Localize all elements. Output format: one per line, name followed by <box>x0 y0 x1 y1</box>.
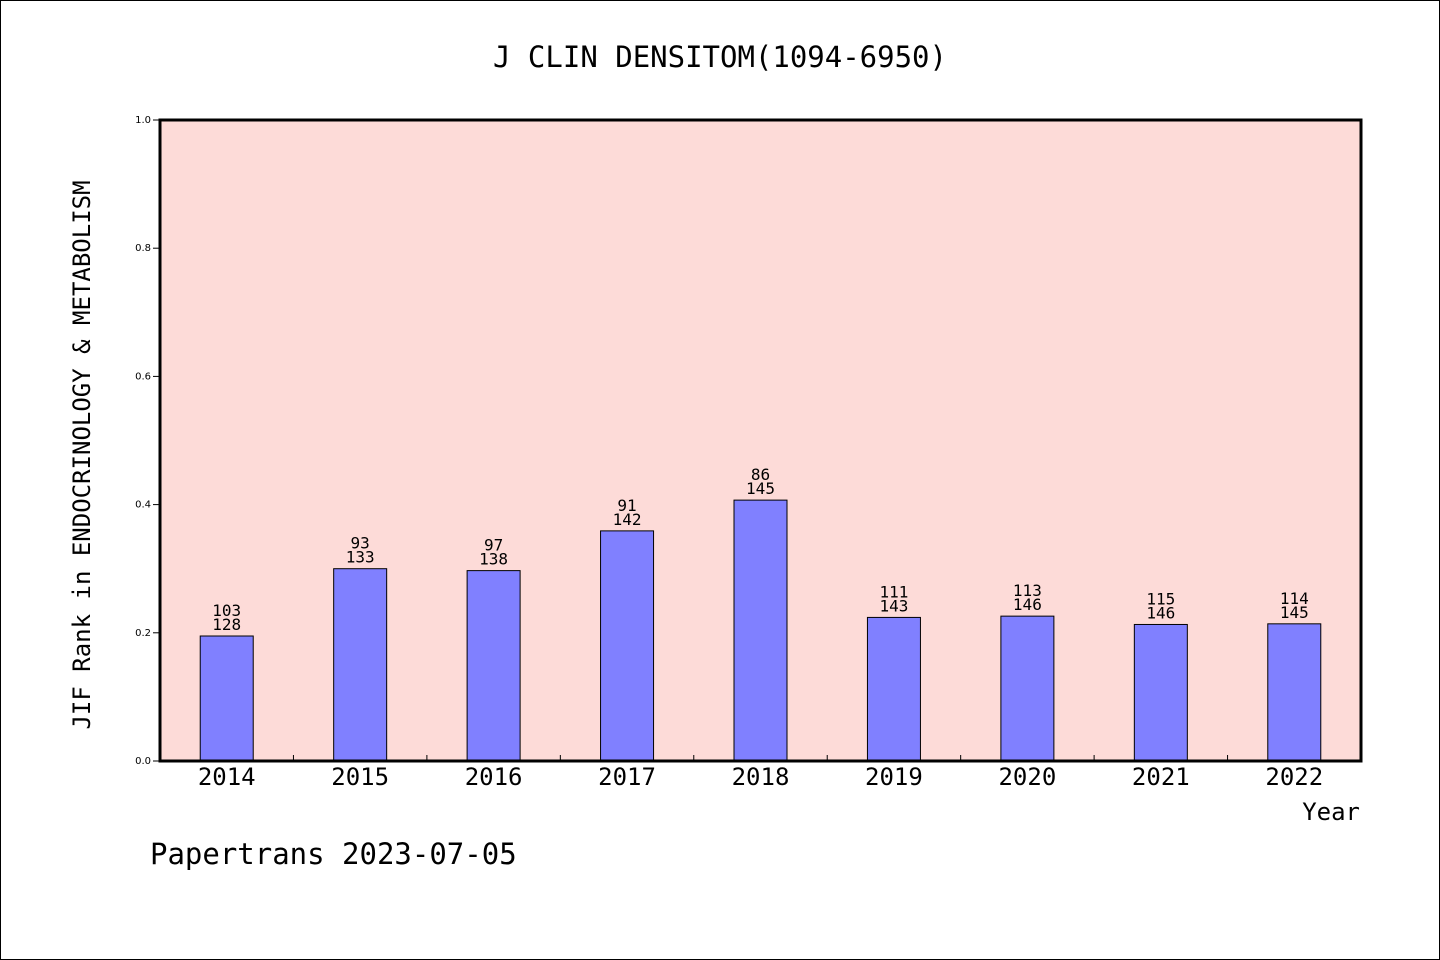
bars-group <box>199 499 1322 762</box>
y-tick-label-0.8: 0.8 <box>135 243 151 254</box>
bar-rank-label-2020: 113 <box>1013 581 1042 600</box>
x-tick-label-2022: 2022 <box>1265 763 1323 791</box>
bar-total-label-2018: 145 <box>746 479 775 498</box>
bar-2020 <box>1000 615 1055 762</box>
y-axis-label: JIF Rank in ENDOCRINOLOGY & METABOLISM <box>68 180 96 729</box>
y-tick-label-0.4: 0.4 <box>135 500 151 511</box>
bar-total-label-2017: 142 <box>613 510 642 529</box>
bar-rank-label-2017: 91 <box>617 496 636 515</box>
x-tick-label-2019: 2019 <box>865 763 923 791</box>
chart-title: J CLIN DENSITOM(1094-6950) <box>493 40 947 74</box>
x-axis-label: Year <box>1302 798 1360 826</box>
bar-rank-label-2022: 114 <box>1280 589 1309 608</box>
bar-2015 <box>333 568 388 762</box>
bar-2018 <box>733 499 788 762</box>
bar-2022 <box>1267 623 1322 762</box>
bar-2019 <box>866 616 921 762</box>
x-tick-label-2016: 2016 <box>465 763 523 791</box>
bar-rank-label-2018: 86 <box>751 465 770 484</box>
bar-total-label-2014: 128 <box>212 615 241 634</box>
bar-total-label-2021: 146 <box>1146 603 1175 622</box>
y-tick-label-1.0: 1.0 <box>135 115 151 126</box>
plot-border <box>158 118 1363 763</box>
bar-2021 <box>1133 623 1188 762</box>
x-tick-label-2017: 2017 <box>598 763 656 791</box>
y-tick-label-0.0: 0.0 <box>135 756 151 767</box>
x-tick-label-2021: 2021 <box>1132 763 1190 791</box>
bar-total-label-2020: 146 <box>1013 595 1042 614</box>
y-tick-label-0.2: 0.2 <box>135 628 151 639</box>
bar-total-label-2019: 143 <box>879 596 908 615</box>
x-tick-label-2014: 2014 <box>198 763 256 791</box>
bar-rank-label-2016: 97 <box>484 536 503 555</box>
x-tick-label-2020: 2020 <box>998 763 1056 791</box>
bar-rank-label-2014: 103 <box>212 601 241 620</box>
bar-2016 <box>466 570 521 762</box>
x-ticks-group: 2014 2015 2016 2017 2018 2019 2020 2021 2022 <box>198 755 1323 791</box>
x-tick-label-2018: 2018 <box>732 763 790 791</box>
bar-rank-label-2015: 93 <box>351 534 370 553</box>
footer-credit: Papertrans 2023-07-05 <box>150 837 517 871</box>
bar-2014 <box>199 635 254 762</box>
y-tick-label-0.6: 0.6 <box>135 371 151 382</box>
bar-total-label-2016: 138 <box>479 550 508 569</box>
bar-rank-label-2021: 115 <box>1146 589 1175 608</box>
bar-total-label-2022: 145 <box>1280 603 1309 622</box>
y-ticks-group: 0.0 0.2 0.4 0.6 0.8 1.0 <box>135 115 160 767</box>
x-tick-label-2015: 2015 <box>331 763 389 791</box>
bar-2017 <box>600 530 655 762</box>
bar-rank-label-2019: 111 <box>879 582 908 601</box>
bar-total-label-2015: 133 <box>346 548 375 567</box>
